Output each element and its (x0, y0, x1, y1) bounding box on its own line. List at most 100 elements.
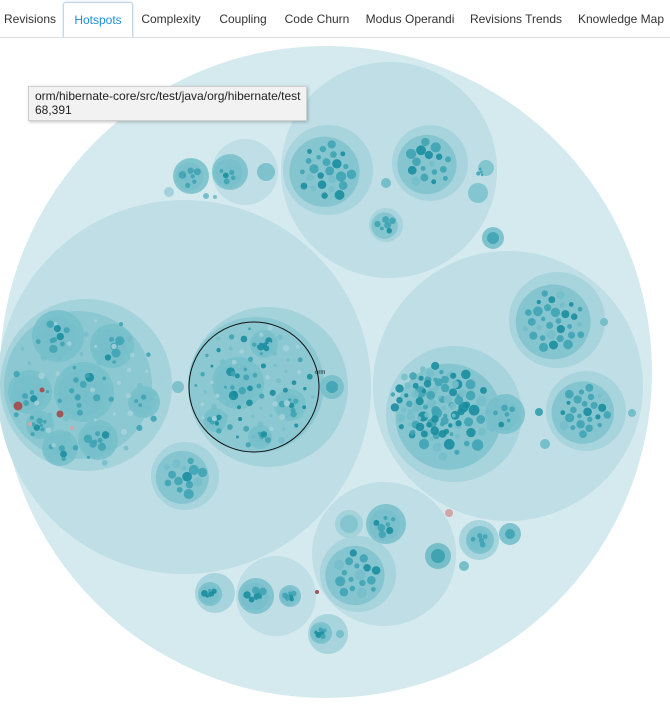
pack-node-203[interactable] (231, 390, 238, 398)
pack-node-42[interactable] (20, 379, 27, 386)
pack-node-349[interactable] (468, 183, 488, 203)
pack-node-551[interactable] (429, 436, 434, 442)
pack-node-117[interactable] (142, 404, 146, 408)
pack-node-38[interactable] (30, 395, 38, 403)
pack-node-520[interactable] (406, 412, 415, 421)
pack-node-66[interactable] (146, 394, 154, 402)
pack-node-39[interactable] (15, 386, 25, 396)
pack-node-507[interactable] (412, 405, 420, 413)
pack-node-554[interactable] (398, 424, 404, 430)
pack-node-297[interactable] (322, 158, 331, 166)
pack-node-281[interactable] (181, 465, 187, 471)
pack-node-494[interactable] (535, 408, 543, 416)
pack-node-168[interactable] (255, 341, 260, 346)
pack-node-544[interactable] (395, 384, 404, 393)
pack-node-21[interactable] (58, 369, 105, 417)
pack-node-516[interactable] (440, 383, 450, 393)
pack-node-598[interactable] (470, 536, 476, 542)
pack-node-352[interactable] (478, 167, 482, 171)
pack-node-79[interactable] (65, 385, 69, 389)
pack-node-374[interactable] (164, 187, 174, 197)
pack-node-430[interactable] (501, 404, 508, 412)
pack-node-562[interactable] (354, 563, 360, 569)
pack-node-531[interactable] (404, 382, 411, 389)
pack-node-540[interactable] (457, 407, 465, 416)
pack-node-54[interactable] (53, 449, 59, 455)
pack-node-310[interactable] (319, 145, 327, 153)
pack-node-533[interactable] (408, 422, 412, 427)
pack-node-611[interactable] (258, 587, 267, 596)
pack-node-226[interactable] (257, 421, 264, 428)
pack-node-488[interactable] (597, 394, 602, 399)
pack-node-296[interactable] (317, 172, 324, 179)
pack-node-9[interactable] (49, 344, 58, 354)
pack-node-477[interactable] (573, 395, 582, 404)
pack-node-110[interactable] (45, 427, 52, 434)
pack-node-324[interactable] (424, 150, 433, 160)
pack-node-285[interactable] (176, 487, 183, 493)
pack-node-101[interactable] (126, 367, 132, 373)
pack-node-617[interactable] (289, 597, 294, 602)
pack-node-582[interactable] (386, 526, 394, 535)
tab-complexity[interactable]: Complexity (141, 12, 201, 26)
pack-node-78[interactable] (94, 401, 99, 406)
pack-node-552[interactable] (401, 373, 408, 381)
pack-node-473[interactable] (587, 416, 593, 423)
pack-node-547[interactable] (419, 366, 426, 372)
pack-node-389[interactable] (463, 417, 474, 427)
pack-node-84[interactable] (57, 398, 62, 404)
pack-node-69[interactable] (39, 423, 43, 427)
pack-node-515[interactable] (406, 400, 413, 408)
pack-node-6[interactable] (60, 341, 65, 347)
pack-node-93[interactable] (112, 360, 116, 364)
pack-node-124[interactable] (69, 323, 75, 330)
pack-node-484[interactable] (570, 425, 576, 431)
pack-node-471[interactable] (577, 413, 582, 419)
pack-node-368[interactable] (184, 176, 190, 182)
pack-node-205[interactable] (259, 406, 263, 410)
pack-node-519[interactable] (449, 402, 457, 410)
pack-node-449[interactable] (533, 306, 543, 317)
pack-node-77[interactable] (84, 373, 90, 378)
pack-node-142[interactable] (20, 346, 25, 351)
pack-node-442[interactable] (561, 310, 570, 319)
pack-node-410[interactable] (478, 427, 487, 437)
pack-node-18[interactable] (115, 336, 125, 346)
pack-node-123[interactable] (51, 443, 56, 448)
pack-node-157[interactable] (223, 378, 230, 385)
pack-node-491[interactable] (603, 411, 612, 419)
pack-node-342[interactable] (379, 226, 384, 231)
pack-node-267[interactable] (295, 344, 300, 349)
pack-node-22[interactable] (81, 388, 91, 397)
pack-node-589[interactable] (431, 549, 445, 563)
pack-node-580[interactable] (377, 523, 386, 532)
pack-node-405[interactable] (463, 440, 470, 447)
pack-node-474[interactable] (570, 406, 577, 414)
pack-node-302[interactable] (316, 154, 322, 160)
pack-node-103[interactable] (66, 341, 72, 347)
pack-node-173[interactable] (283, 405, 290, 412)
pack-node-261[interactable] (205, 353, 209, 358)
pack-node-132[interactable] (94, 319, 98, 323)
pack-node-505[interactable] (421, 388, 426, 394)
pack-node-172[interactable] (288, 402, 295, 409)
pack-node-265[interactable] (294, 423, 299, 428)
pack-node-350[interactable] (480, 170, 483, 174)
pack-node-579[interactable] (385, 522, 391, 527)
pack-node-337[interactable] (421, 137, 430, 147)
pack-node-268[interactable] (245, 442, 251, 448)
pack-node-535[interactable] (448, 423, 453, 428)
pack-node-104[interactable] (127, 410, 134, 417)
pack-node-480[interactable] (587, 393, 595, 401)
pack-node-225[interactable] (272, 351, 278, 357)
pack-node-31[interactable] (63, 394, 72, 403)
pack-node-344[interactable] (386, 228, 393, 234)
pack-node-635[interactable] (318, 627, 324, 633)
pack-node-597[interactable] (479, 541, 486, 548)
pack-node-606[interactable] (253, 592, 262, 601)
pack-node-113[interactable] (27, 383, 31, 387)
pack-node-568[interactable] (367, 576, 376, 585)
pack-node-276[interactable] (172, 381, 184, 393)
tab-knowledge-map[interactable]: Knowledge Map (577, 12, 665, 26)
pack-node-259[interactable] (277, 334, 283, 340)
